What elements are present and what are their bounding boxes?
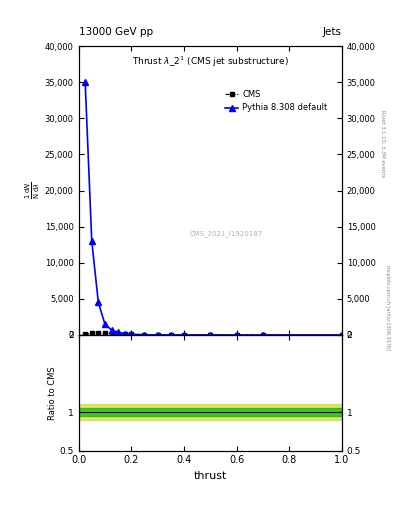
CMS — [116, 331, 120, 337]
Text: mcplots.cern.ch [arXiv:1306.3436]: mcplots.cern.ch [arXiv:1306.3436] — [385, 265, 389, 350]
CMS — [261, 332, 265, 338]
CMS — [142, 331, 147, 337]
Pythia 8.308 default — [109, 327, 114, 333]
Pythia 8.308 default — [116, 329, 120, 335]
Y-axis label: $\frac{1}{\mathrm{N}}\frac{\mathrm{d}N}{\mathrm{d}\lambda}$: $\frac{1}{\mathrm{N}}\frac{\mathrm{d}N}{… — [24, 182, 42, 199]
CMS — [90, 330, 94, 336]
Pythia 8.308 default — [261, 332, 265, 338]
Text: Rivet 3.1.10, 3.3M events: Rivet 3.1.10, 3.3M events — [381, 110, 386, 177]
Pythia 8.308 default — [155, 332, 160, 338]
Y-axis label: Ratio to CMS: Ratio to CMS — [48, 366, 57, 420]
Bar — [79, 404, 342, 420]
CMS — [103, 330, 107, 336]
CMS — [234, 332, 239, 338]
Text: Jets: Jets — [323, 27, 342, 37]
Text: 13000 GeV pp: 13000 GeV pp — [79, 27, 153, 37]
Line: CMS: CMS — [83, 331, 344, 337]
CMS — [208, 332, 213, 338]
CMS — [155, 332, 160, 338]
CMS — [83, 331, 88, 337]
CMS — [96, 330, 101, 336]
X-axis label: thrust: thrust — [194, 471, 227, 481]
Pythia 8.308 default — [122, 331, 127, 337]
Pythia 8.308 default — [142, 332, 147, 338]
CMS — [182, 332, 186, 338]
CMS — [129, 331, 134, 337]
Pythia 8.308 default — [340, 332, 344, 338]
Pythia 8.308 default — [168, 332, 173, 338]
Bar — [79, 408, 342, 416]
CMS — [109, 331, 114, 337]
Text: CMS_2021_I1920187: CMS_2021_I1920187 — [189, 230, 263, 237]
CMS — [168, 332, 173, 338]
Pythia 8.308 default — [96, 300, 101, 306]
Text: Thrust $\lambda\_2^1$ (CMS jet substructure): Thrust $\lambda\_2^1$ (CMS jet substruct… — [132, 55, 289, 69]
Line: Pythia 8.308 default: Pythia 8.308 default — [82, 79, 345, 338]
Pythia 8.308 default — [234, 332, 239, 338]
Pythia 8.308 default — [208, 332, 213, 338]
Pythia 8.308 default — [103, 321, 107, 327]
Pythia 8.308 default — [90, 238, 94, 244]
CMS — [340, 332, 344, 338]
CMS — [122, 331, 127, 337]
Pythia 8.308 default — [182, 332, 186, 338]
Legend: CMS, Pythia 8.308 default: CMS, Pythia 8.308 default — [223, 88, 330, 115]
Pythia 8.308 default — [83, 79, 88, 86]
Pythia 8.308 default — [129, 331, 134, 337]
